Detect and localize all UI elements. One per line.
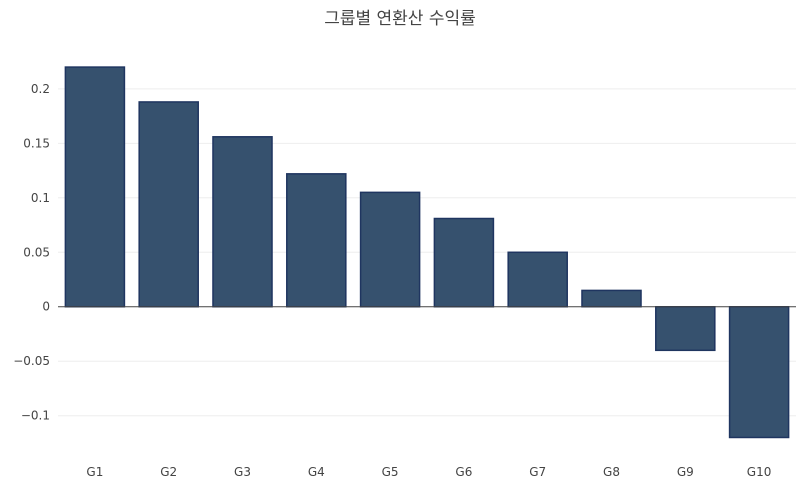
bars <box>64 66 790 439</box>
bar-g1[interactable] <box>64 66 126 308</box>
y-tick-label: 0.1 <box>31 191 50 205</box>
x-tick-label: G9 <box>677 465 694 479</box>
x-tick-label: G6 <box>455 465 472 479</box>
x-tick-label: G1 <box>86 465 103 479</box>
bar-g6[interactable] <box>433 217 495 308</box>
y-tick-label: 0.2 <box>31 82 50 96</box>
x-tick-label: G10 <box>747 465 772 479</box>
y-tick-label: 0.05 <box>23 245 50 259</box>
y-tick-label: 0.15 <box>23 136 50 150</box>
bar-g10[interactable] <box>728 305 790 439</box>
bar-g3[interactable] <box>212 136 273 308</box>
x-tick-label: G8 <box>603 465 620 479</box>
bar-g9[interactable] <box>655 305 716 352</box>
y-axis-ticks: −0.1 −0.05 0 0.05 0.1 0.15 0.2 <box>13 82 50 423</box>
bar-g7[interactable] <box>507 251 568 308</box>
x-tick-label: G3 <box>234 465 251 479</box>
y-tick-label: 0 <box>42 300 50 314</box>
x-tick-label: G2 <box>160 465 177 479</box>
y-tick-label: −0.05 <box>13 354 50 368</box>
bar-g2[interactable] <box>138 101 199 308</box>
bar-g4[interactable] <box>286 173 347 308</box>
chart-title: 그룹별 연환산 수익률 <box>324 9 476 29</box>
x-tick-label: G5 <box>382 465 399 479</box>
y-tick-label: −0.1 <box>21 409 50 423</box>
x-tick-label: G7 <box>529 465 546 479</box>
bar-g8[interactable] <box>581 289 642 308</box>
bar-g5[interactable] <box>359 191 421 308</box>
x-axis-ticks: G1 G2 G3 G4 G5 G6 G7 G8 G9 G10 <box>86 465 771 479</box>
x-tick-label: G4 <box>308 465 325 479</box>
